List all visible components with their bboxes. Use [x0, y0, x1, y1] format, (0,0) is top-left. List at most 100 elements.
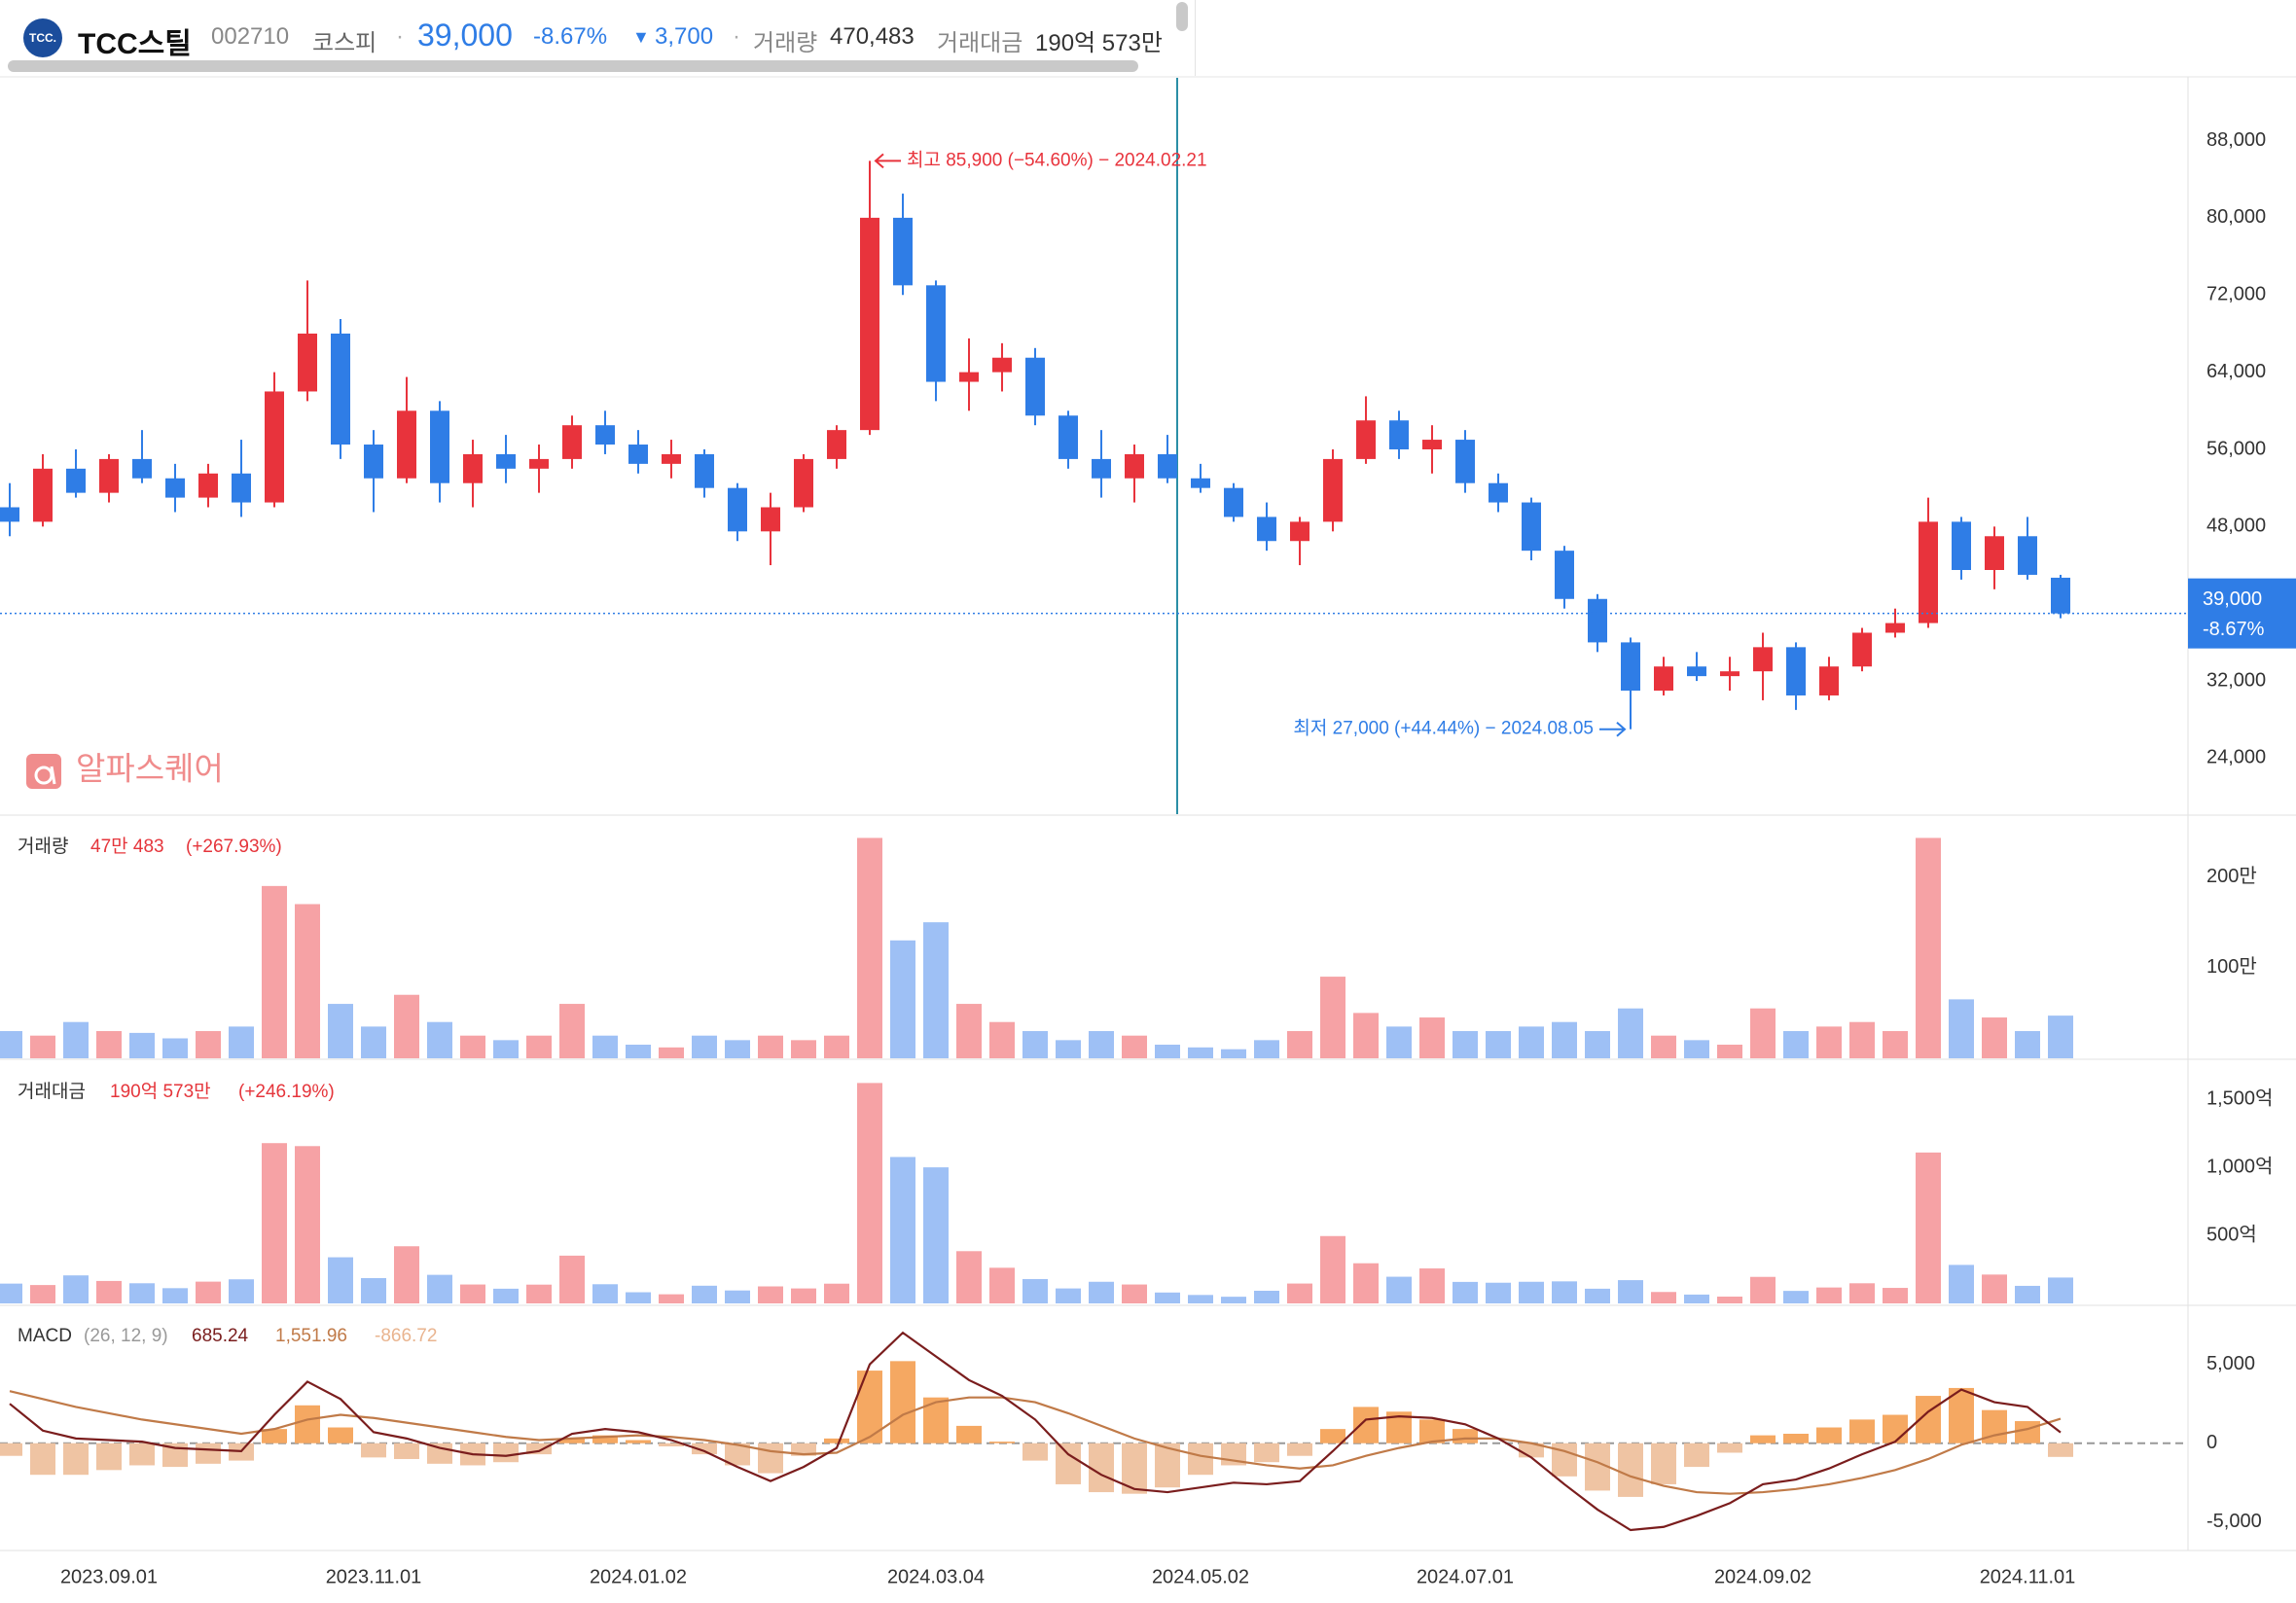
bar	[626, 1292, 651, 1303]
histogram-bar	[1949, 1387, 1974, 1443]
bar	[0, 1031, 22, 1058]
candle-body	[1158, 453, 1177, 479]
histogram-bar	[1022, 1443, 1048, 1461]
bar	[1122, 1284, 1147, 1303]
candle-body	[132, 458, 152, 479]
bar	[791, 1288, 816, 1303]
bar	[2048, 1015, 2073, 1058]
bar	[526, 1284, 552, 1303]
stock-code: 002710	[211, 23, 290, 50]
candle-body	[1290, 521, 1309, 542]
separator: ·	[396, 23, 404, 50]
histogram-bar	[956, 1425, 982, 1443]
histogram-bar	[659, 1443, 684, 1446]
y-tick-label: 56,000	[2206, 438, 2266, 459]
bar	[96, 1280, 122, 1303]
histogram-bar	[2048, 1443, 2073, 1457]
histogram-bar	[1783, 1434, 1809, 1443]
bar	[956, 1004, 982, 1058]
histogram-bar	[0, 1443, 22, 1456]
histogram-bar	[394, 1443, 419, 1459]
candle-body	[1323, 458, 1343, 522]
bar	[1651, 1292, 1676, 1303]
histogram-bar	[129, 1443, 155, 1466]
candle-body	[1125, 453, 1144, 479]
bar	[725, 1040, 750, 1058]
candle-body	[1356, 420, 1376, 459]
bar	[394, 994, 419, 1058]
bar	[1386, 1026, 1412, 1058]
bar	[1056, 1288, 1081, 1303]
candle-body	[2051, 577, 2070, 614]
bar	[791, 1040, 816, 1058]
price-box-price: 39,000	[2203, 588, 2262, 610]
trade-value: 190억 573만	[1035, 30, 1163, 56]
legend-value: 1,551.96	[275, 1326, 347, 1346]
candle-body	[397, 410, 416, 479]
histogram-bar	[196, 1443, 221, 1464]
histogram-bar	[1188, 1443, 1213, 1476]
histogram-bar	[30, 1443, 55, 1476]
histogram-bar	[1651, 1443, 1676, 1484]
y-tick-label: 80,000	[2206, 206, 2266, 228]
candle-body	[827, 430, 846, 459]
y-tick-label: 32,000	[2206, 669, 2266, 691]
bar	[30, 1285, 55, 1303]
bar	[30, 1035, 55, 1058]
bar	[1022, 1278, 1048, 1303]
y-tick-label: 64,000	[2206, 361, 2266, 382]
bar	[1419, 1268, 1445, 1303]
x-tick-label: 2024.03.04	[887, 1566, 985, 1587]
bar	[162, 1038, 188, 1058]
logo-text: TCC.	[29, 31, 56, 45]
x-tick-label: 2024.09.02	[1714, 1566, 1812, 1587]
candle-body	[265, 391, 284, 503]
bar	[1949, 999, 1974, 1058]
bar	[1486, 1282, 1511, 1303]
macd-line	[9, 1331, 2062, 1532]
bar	[2048, 1277, 2073, 1303]
macd-params: (26, 12, 9)	[84, 1326, 168, 1346]
bar	[1155, 1045, 1180, 1058]
histogram-bar	[2015, 1421, 2040, 1443]
candle-body	[1786, 647, 1806, 695]
histogram-bar	[328, 1427, 353, 1443]
candle-body	[728, 487, 747, 532]
candle-body	[1621, 642, 1640, 692]
bar	[1353, 1263, 1379, 1303]
annotation-low: 최저 27,000 (+44.44%) − 2024.08.05	[1293, 718, 1594, 739]
bar	[229, 1279, 254, 1303]
candle-body	[1753, 647, 1773, 672]
histogram-bar	[361, 1443, 386, 1458]
bar	[1453, 1281, 1478, 1303]
scrollbar[interactable]	[1176, 2, 1188, 31]
bar	[129, 1283, 155, 1303]
bar	[1585, 1288, 1610, 1303]
histogram-bar	[1717, 1443, 1742, 1453]
scrollbar[interactable]	[8, 60, 1138, 72]
candle-body	[1025, 357, 1045, 416]
bar	[1419, 1017, 1445, 1058]
histogram-bar	[1816, 1427, 1842, 1443]
histogram-bar	[526, 1443, 552, 1455]
bar	[1816, 1026, 1842, 1058]
histogram-bar	[725, 1443, 750, 1466]
bar	[1022, 1031, 1048, 1058]
price-box	[2188, 578, 2296, 649]
bar	[1651, 1035, 1676, 1058]
candle-body	[893, 217, 913, 286]
change: 3,700	[655, 23, 714, 50]
x-tick-label: 2024.11.01	[1980, 1566, 2076, 1587]
candle-body	[99, 458, 119, 493]
candle-body	[860, 217, 879, 431]
candle-body	[1919, 521, 1938, 623]
histogram-bar	[1849, 1419, 1875, 1443]
histogram-bar	[592, 1435, 618, 1443]
y-tick-label: 24,000	[2206, 747, 2266, 768]
candle-body	[529, 458, 549, 469]
panel-title: MACD	[18, 1326, 72, 1346]
bar	[1188, 1047, 1213, 1058]
histogram-bar	[824, 1438, 849, 1443]
y-tick-label: 48,000	[2206, 516, 2266, 537]
bar	[1717, 1045, 1742, 1058]
